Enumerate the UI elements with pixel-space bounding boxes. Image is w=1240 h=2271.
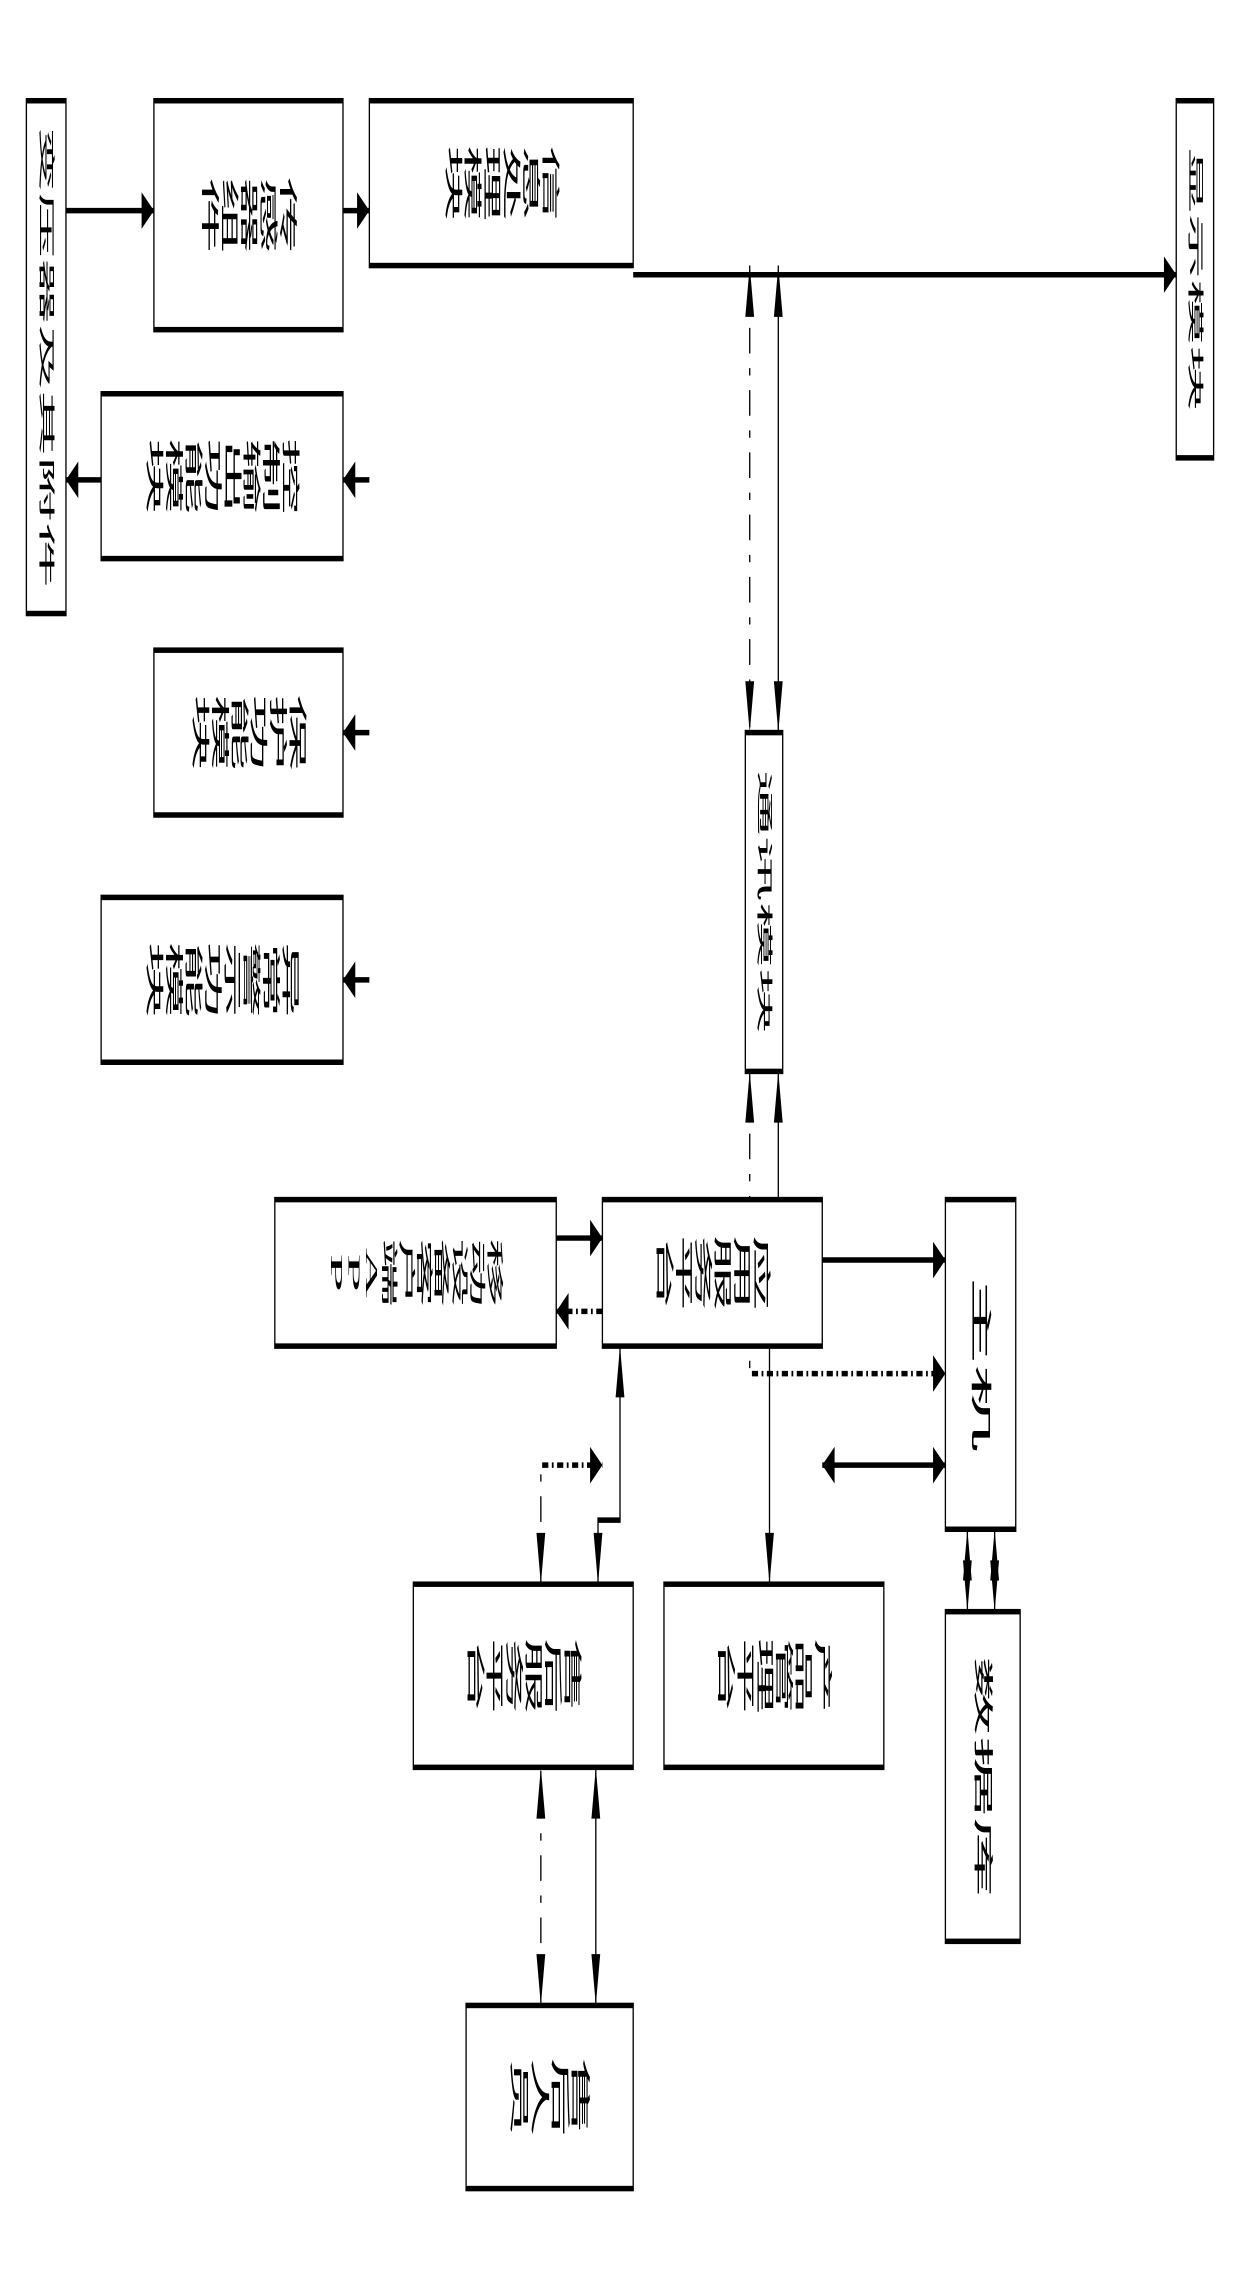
label-protect: 保护功能模块: [190, 694, 307, 771]
label-transformer: 变压器及其附件: [37, 126, 54, 587]
label-after_sales: 售后服务平台: [465, 1637, 582, 1714]
label-app_svc: 应用服务平台: [654, 1234, 771, 1311]
label-db: 数据库: [972, 1656, 993, 1898]
label-display: 显示模块: [1186, 147, 1203, 411]
label-ctrl_out: 控制输出功能模块: [144, 438, 300, 515]
label-comm: 通讯模块: [755, 770, 772, 1034]
diagram-canvas: 显示模块 信息处理模块 传感器组件控制输出功能模块保护功能模块异常警示功能模块 变压器…: [0, 0, 1240, 2271]
label-alarm: 异常警示功能模块: [144, 941, 300, 1018]
label-info_proc: 信息处理模块: [443, 145, 560, 222]
label-sensor: 传感器组件: [199, 177, 297, 254]
label-prod_mgmt: 产品管理平台: [715, 1637, 832, 1714]
label-staff: 售后人员: [508, 2057, 590, 2138]
label-host: 主机: [969, 1277, 992, 1453]
